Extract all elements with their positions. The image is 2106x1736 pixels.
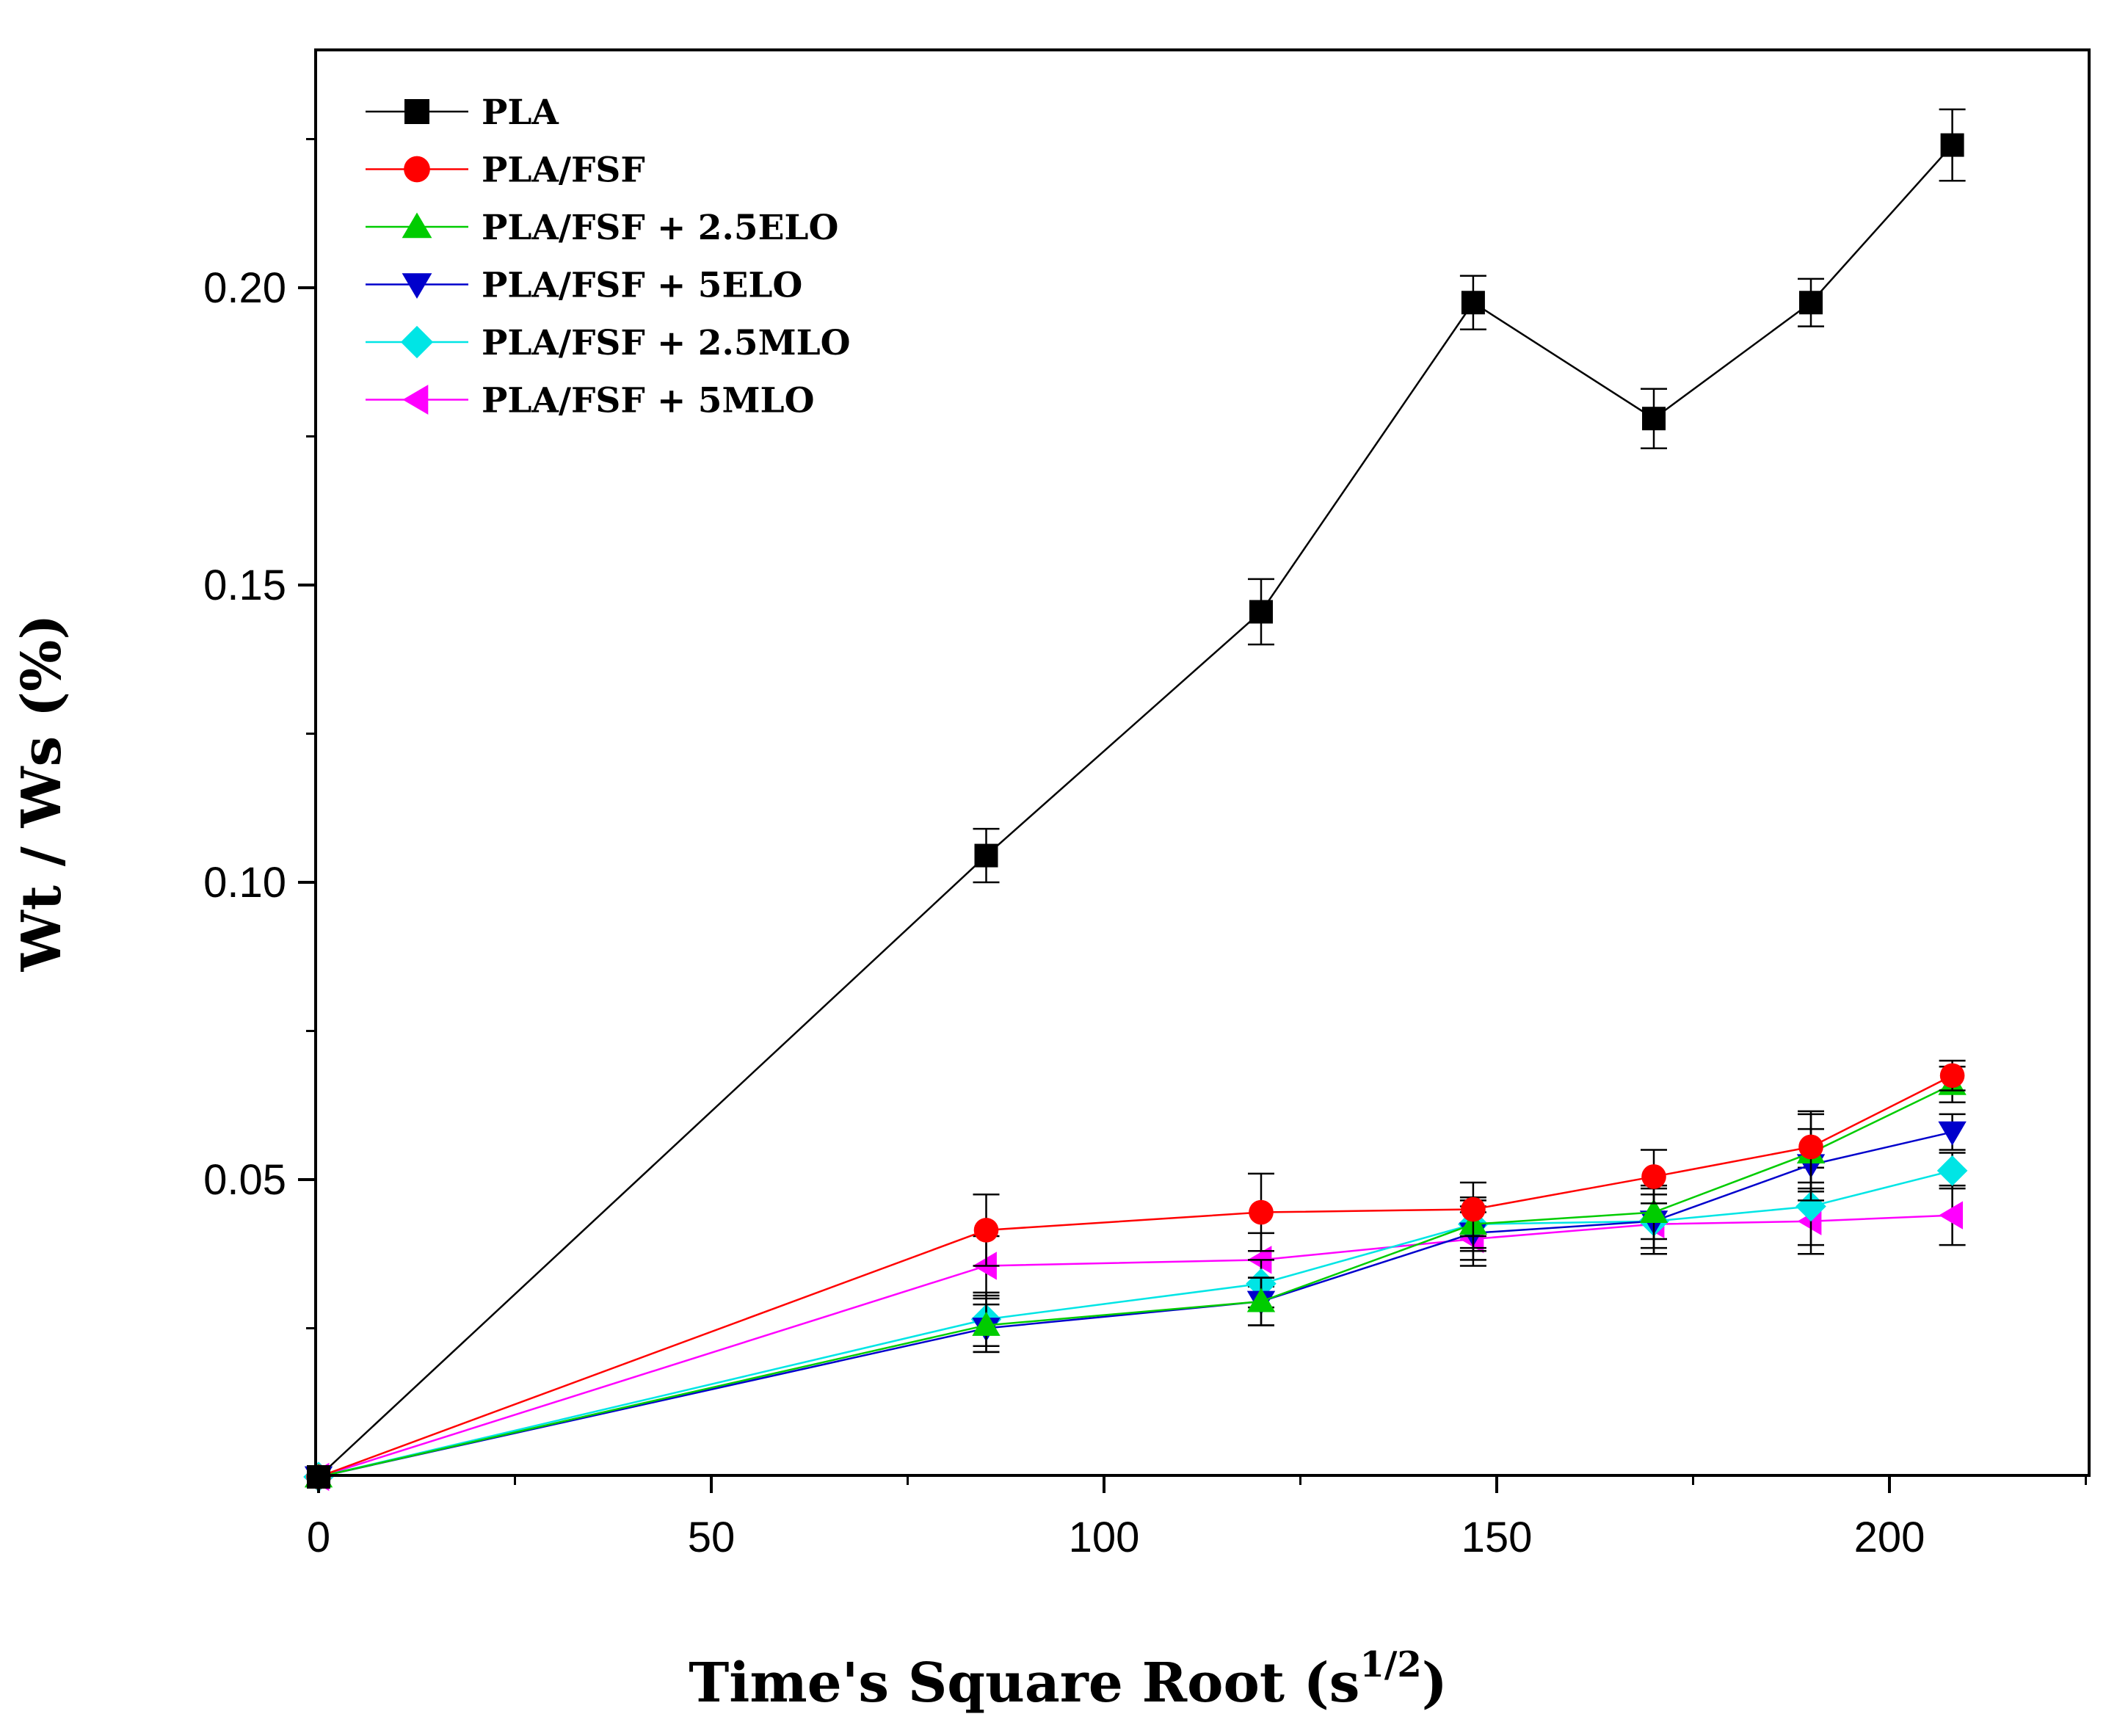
legend-marker	[402, 385, 429, 415]
x-tick-label: 50	[688, 1514, 736, 1561]
series-pla-fsf-2-5elo	[304, 1065, 1967, 1488]
legend-item-pla-fsf: PLA/FSF	[366, 150, 645, 191]
data-point-pla-fsf	[1461, 1196, 1486, 1222]
legend-label: PLA/FSF	[482, 150, 645, 191]
series-line-pla-fsf-5mlo	[318, 1214, 1953, 1478]
data-point-pla-fsf	[1641, 1164, 1666, 1189]
data-point-pla	[1249, 600, 1273, 624]
data-point-pla-fsf	[1249, 1199, 1274, 1225]
legend-item-pla-fsf-2-5mlo: PLA/FSF + 2.5MLO	[366, 323, 851, 363]
data-point-pla-fsf	[1939, 1063, 1965, 1089]
y-axis-title: Wt / Ws (%)	[10, 614, 73, 973]
legend-label: PLA	[482, 92, 559, 133]
series-line-pla-fsf	[318, 1075, 1953, 1478]
data-point-pla-fsf	[1798, 1134, 1823, 1160]
y-tick-label: 0.20	[203, 264, 286, 312]
data-point-pla	[974, 843, 998, 868]
plot-frame	[314, 48, 2091, 1477]
legend-label: PLA/FSF + 5MLO	[482, 381, 815, 421]
series-pla	[307, 108, 1966, 1489]
x-tick-label: 150	[1462, 1514, 1533, 1561]
x-axis-title-end: )	[1422, 1652, 1448, 1715]
x-tick-label: 200	[1854, 1514, 1925, 1561]
series-line-pla-fsf-2-5elo	[318, 1083, 1953, 1478]
data-point-pla-fsf-5mlo	[1939, 1201, 1963, 1230]
legend-marker	[402, 212, 432, 239]
x-axis-title: Time's Square Root (s1/2)	[689, 1644, 1448, 1715]
series-line-pla-fsf-2-5mlo	[318, 1169, 1953, 1478]
legend-marker	[404, 99, 429, 124]
legend-label: PLA/FSF + 5ELO	[482, 266, 802, 306]
data-point-pla-fsf-2-5elo	[1639, 1199, 1669, 1223]
data-point-pla-fsf-2-5elo	[972, 1312, 1001, 1336]
data-point-pla-fsf	[973, 1218, 999, 1243]
series-pla-fsf-5mlo	[305, 1184, 1966, 1492]
data-point-pla	[1461, 291, 1485, 315]
data-point-pla-fsf-2-5mlo	[1795, 1191, 1826, 1222]
y-tick-label: 0.05	[203, 1156, 286, 1204]
series-pla-fsf-5elo	[304, 1113, 1967, 1491]
series-pla-fsf-2-5mlo	[303, 1152, 1968, 1492]
legend-label: PLA/FSF + 2.5ELO	[482, 208, 838, 248]
data-point-pla-fsf-2-5mlo	[1936, 1155, 1968, 1186]
x-tick-label: 0	[307, 1514, 330, 1561]
legend-marker	[400, 325, 434, 359]
plot-area	[303, 108, 1968, 1492]
series-line-pla-fsf-5elo	[318, 1130, 1953, 1478]
data-point-pla-fsf-2-5elo	[1246, 1288, 1276, 1312]
x-tick-label: 100	[1069, 1514, 1140, 1561]
legend: PLA PLA/FSF PLA/FSF + 2.5ELO PLA/FSF + 5ELO…	[366, 92, 851, 421]
y-tick-label: 0.15	[203, 562, 286, 609]
axes: 0 50 100 150 200 0.05 0.10 0.15 0.20	[203, 138, 2087, 1561]
legend-label: PLA/FSF + 2.5MLO	[482, 323, 851, 363]
legend-marker	[402, 273, 432, 299]
x-axis-title-superscript: 1/2	[1359, 1644, 1421, 1685]
x-axis-title-main: Time's Square Root (s	[689, 1652, 1359, 1715]
data-point-pla	[1940, 133, 1964, 157]
legend-item-pla-fsf-5elo: PLA/FSF + 5ELO	[366, 266, 802, 306]
data-point-pla	[1799, 291, 1823, 315]
y-tick-label: 0.10	[203, 859, 286, 907]
legend-item-pla: PLA	[366, 92, 559, 133]
legend-item-pla-fsf-2-5elo: PLA/FSF + 2.5ELO	[366, 208, 838, 248]
legend-marker	[404, 156, 430, 183]
legend-item-pla-fsf-5mlo: PLA/FSF + 5MLO	[366, 381, 815, 421]
data-point-pla-fsf-5elo	[1938, 1121, 1967, 1146]
data-point-pla	[1642, 407, 1666, 431]
